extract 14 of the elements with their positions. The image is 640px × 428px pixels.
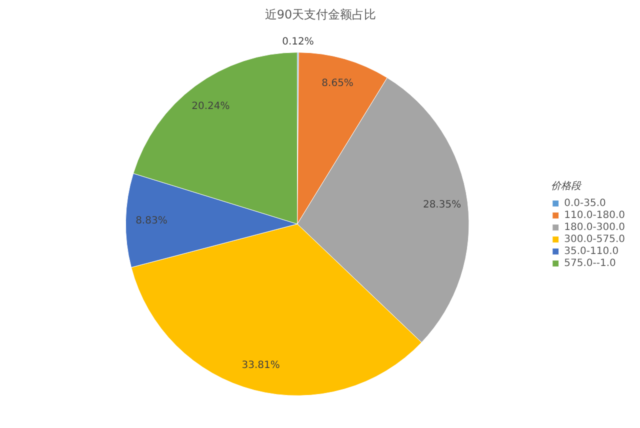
data-label: 0.12%: [282, 36, 314, 48]
legend-label: 300.0-575.0: [564, 234, 625, 244]
legend-label: 35.0-110.0: [564, 246, 619, 256]
data-label: 33.81%: [242, 360, 280, 371]
legend-label: 0.0-35.0: [564, 198, 606, 208]
legend-label: 180.0-300.0: [564, 222, 625, 232]
data-label: 20.24%: [192, 101, 230, 112]
data-label: 8.65%: [322, 78, 354, 90]
legend-title: 价格段: [551, 180, 583, 192]
chart-title: 近90天支付金额占比: [264, 8, 376, 22]
legend-label: 575.0--1.0: [564, 258, 616, 268]
legend-label: 110.0-180.0: [564, 210, 625, 220]
data-label: 8.83%: [136, 215, 168, 226]
data-label: 28.35%: [422, 200, 462, 211]
